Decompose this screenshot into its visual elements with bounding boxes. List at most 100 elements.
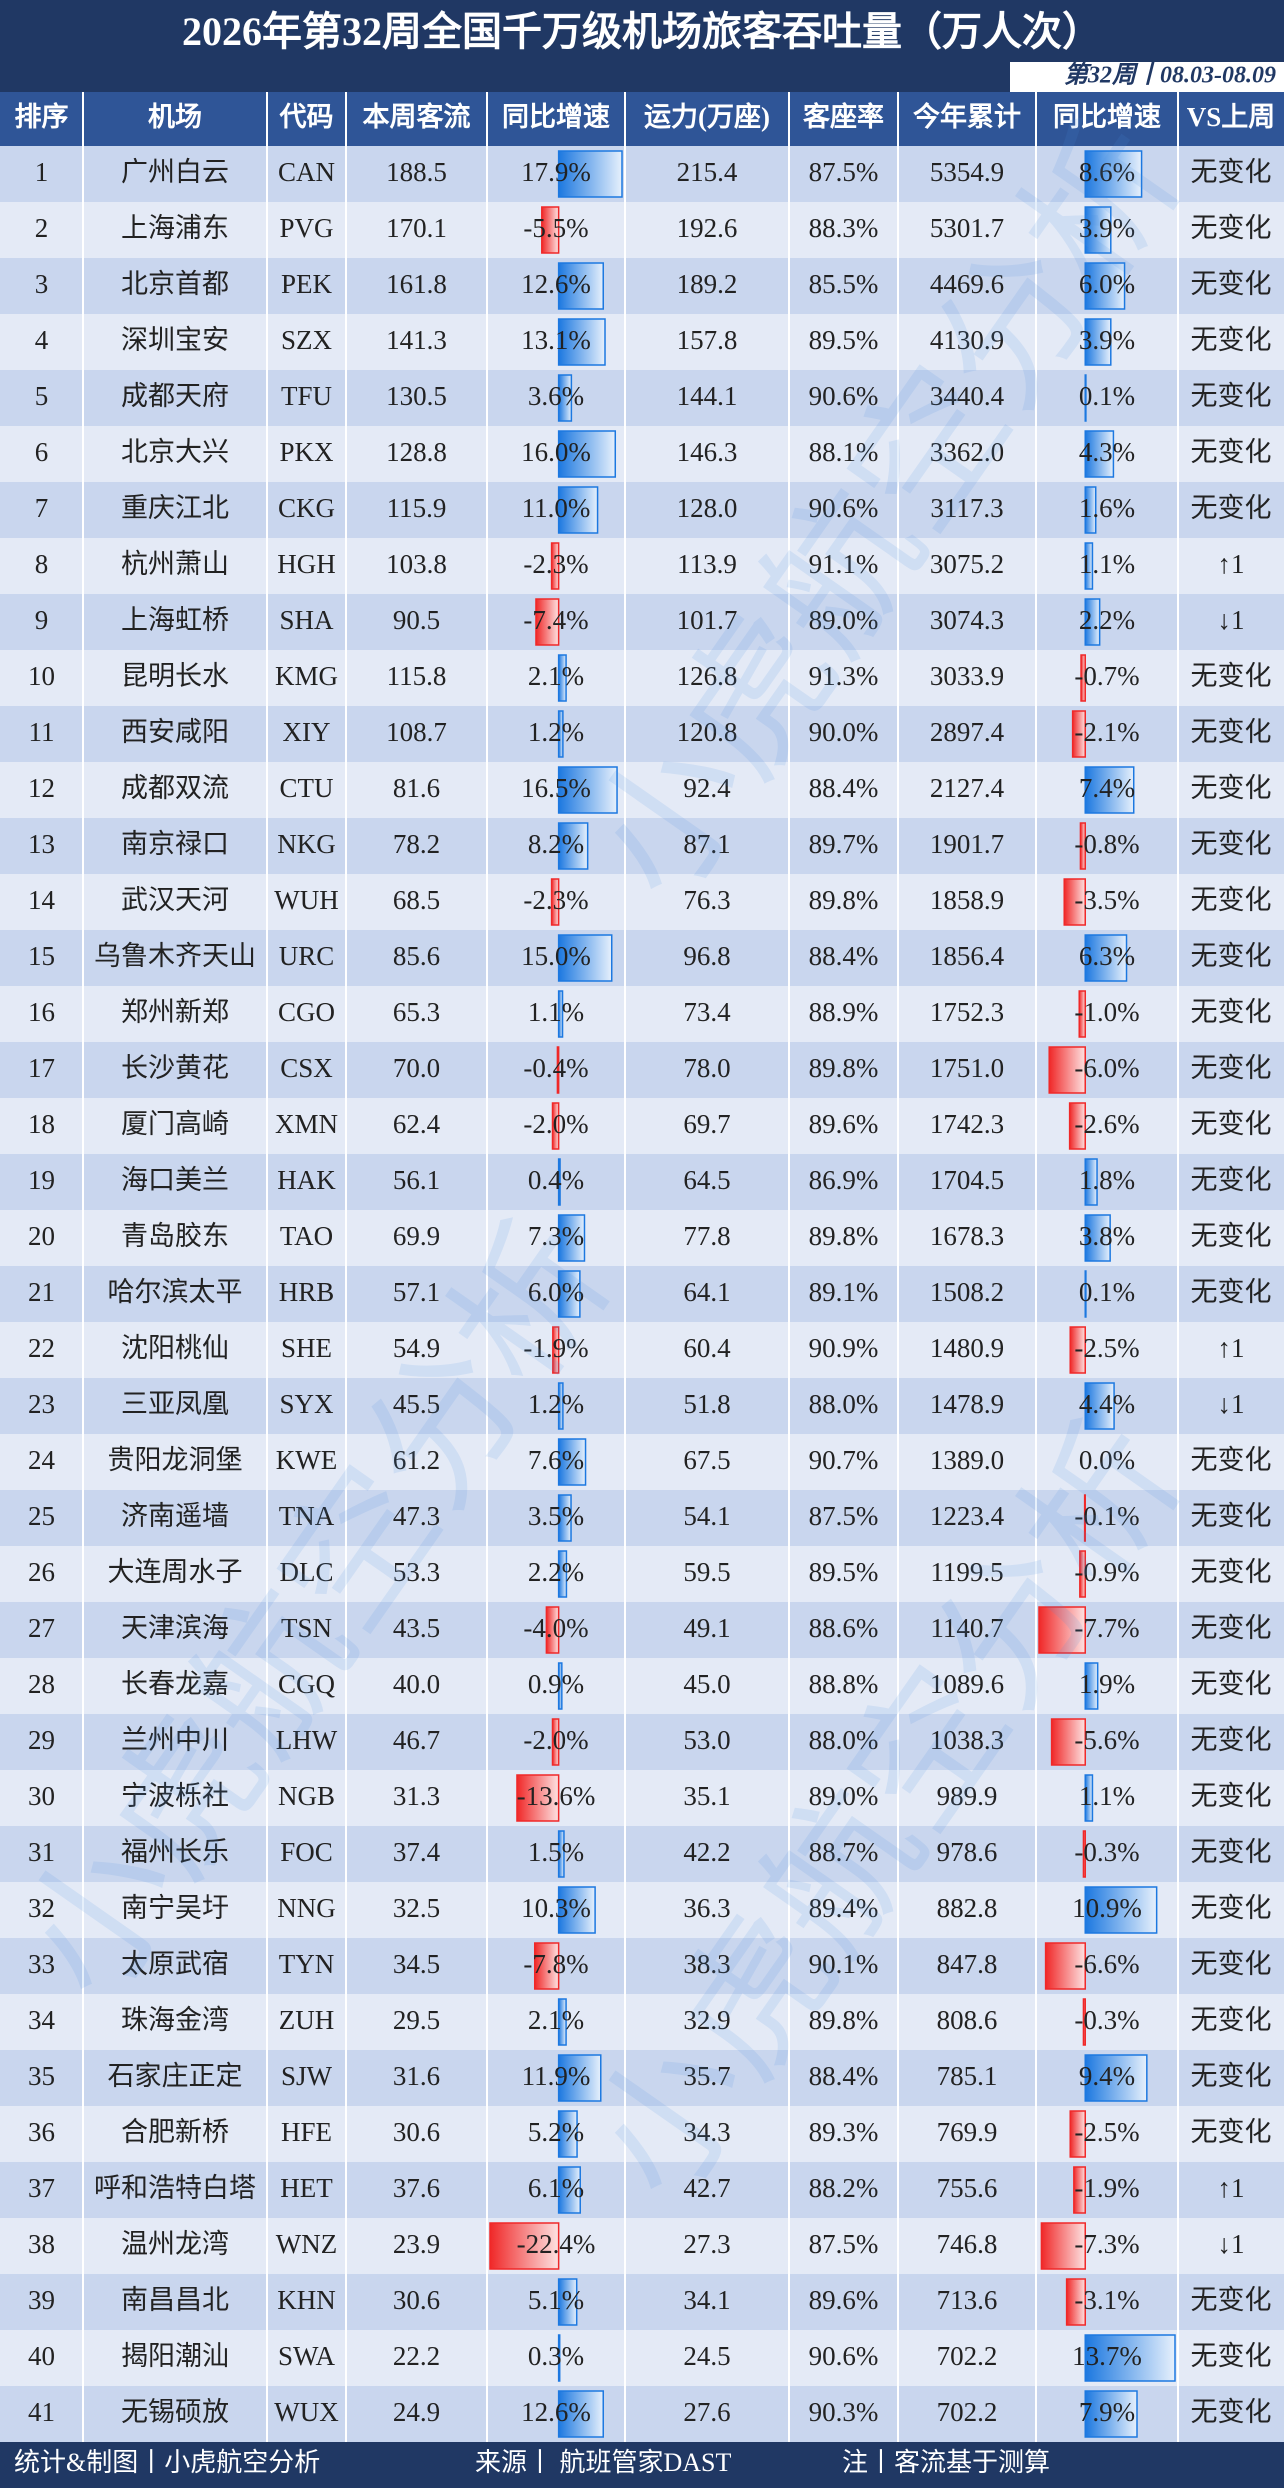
data-bar bbox=[1084, 374, 1087, 422]
data-bar bbox=[1084, 262, 1126, 310]
cell: 无锡硕放 bbox=[121, 2397, 229, 2427]
cell: 88.8% bbox=[809, 1669, 879, 1699]
cell: 12 bbox=[28, 773, 55, 803]
cell: 3.5% bbox=[528, 1501, 584, 1531]
cell: 上海虹桥 bbox=[121, 605, 229, 635]
cell: WUX bbox=[274, 2397, 339, 2427]
cell: LHW bbox=[276, 1725, 338, 1755]
cell: 1389.0 bbox=[930, 1445, 1004, 1475]
cell: 7.4% bbox=[1079, 773, 1135, 803]
data-bar bbox=[1084, 206, 1112, 254]
cell: 59.5 bbox=[683, 1557, 730, 1587]
footer-band bbox=[0, 2442, 1284, 2488]
cell: 长沙黄花 bbox=[121, 1053, 229, 1083]
data-bar bbox=[1084, 430, 1115, 478]
row-background bbox=[0, 1994, 1284, 2050]
cell: TNA bbox=[279, 1501, 335, 1531]
cell: 杭州萧山 bbox=[121, 549, 229, 579]
cell: 46.7 bbox=[393, 1725, 440, 1755]
row-background bbox=[0, 1154, 1284, 1210]
cell: 3117.3 bbox=[930, 493, 1003, 523]
cell: 1.6% bbox=[1079, 493, 1135, 523]
cell: 51.8 bbox=[683, 1389, 730, 1419]
data-bar bbox=[1084, 150, 1143, 198]
data-bar bbox=[557, 2110, 578, 2158]
cell: 88.4% bbox=[809, 773, 879, 803]
cell: 40.0 bbox=[393, 1669, 440, 1699]
cell: -2.3% bbox=[523, 549, 588, 579]
data-bar bbox=[1069, 2110, 1086, 2158]
data-bar bbox=[1073, 2166, 1086, 2214]
cell: 90.6% bbox=[809, 493, 879, 523]
cell: 90.0% bbox=[809, 717, 879, 747]
cell: -2.1% bbox=[1074, 717, 1139, 747]
cell: 7 bbox=[35, 493, 49, 523]
cell: 39 bbox=[28, 2285, 55, 2315]
cell: 沈阳桃仙 bbox=[121, 1333, 229, 1363]
data-bar bbox=[1084, 766, 1135, 814]
cell: 7.6% bbox=[528, 1445, 584, 1475]
cell: 2.2% bbox=[1079, 605, 1135, 635]
cell: HET bbox=[280, 2173, 333, 2203]
cell: 1751.0 bbox=[930, 1053, 1004, 1083]
cell: 16.5% bbox=[521, 773, 591, 803]
cell: 5.2% bbox=[528, 2117, 584, 2147]
cell: NGB bbox=[278, 1781, 335, 1811]
cell: 90.5 bbox=[393, 605, 440, 635]
cell: CAN bbox=[278, 157, 335, 187]
cell: 47.3 bbox=[393, 1501, 440, 1531]
data-bar bbox=[1084, 934, 1128, 982]
data-bar bbox=[557, 2334, 561, 2382]
data-bar bbox=[1084, 1270, 1087, 1318]
row-background bbox=[0, 762, 1284, 818]
cell: ↑1 bbox=[1218, 549, 1245, 579]
cell: 113.9 bbox=[677, 549, 737, 579]
cell: 1.2% bbox=[528, 1389, 584, 1419]
cell: 0.1% bbox=[1079, 381, 1135, 411]
cell: 无变化 bbox=[1191, 157, 1272, 187]
cell: 4.4% bbox=[1079, 1389, 1135, 1419]
cell: 南昌昌北 bbox=[121, 2285, 229, 2315]
cell: 103.8 bbox=[386, 549, 447, 579]
cell: 77.8 bbox=[683, 1221, 730, 1251]
row-background bbox=[0, 1826, 1284, 1882]
cell: PEK bbox=[281, 269, 333, 299]
cell: 128.0 bbox=[677, 493, 738, 523]
cell: 40 bbox=[28, 2341, 55, 2371]
cell: 1223.4 bbox=[930, 1501, 1005, 1531]
row-background bbox=[0, 986, 1284, 1042]
cell: 37.4 bbox=[393, 1837, 441, 1867]
cell: ↑1 bbox=[1218, 2173, 1245, 2203]
cell: 30.6 bbox=[393, 2117, 440, 2147]
cell: 无变化 bbox=[1191, 2341, 1272, 2371]
data-bar bbox=[545, 1606, 560, 1654]
cell: 29 bbox=[28, 1725, 55, 1755]
cell: 713.6 bbox=[937, 2285, 998, 2315]
cell: 合肥新桥 bbox=[121, 2117, 229, 2147]
cell: 无变化 bbox=[1191, 1445, 1272, 1475]
cell: 6 bbox=[35, 437, 49, 467]
cell: 23.9 bbox=[393, 2229, 440, 2259]
cell: 89.8% bbox=[809, 885, 879, 915]
cell: 无变化 bbox=[1191, 885, 1272, 915]
cell: HFE bbox=[281, 2117, 332, 2147]
cell: 9 bbox=[35, 605, 49, 635]
cell: 20 bbox=[28, 1221, 55, 1251]
cell: -7.7% bbox=[1074, 1613, 1139, 1643]
cell: 5 bbox=[35, 381, 49, 411]
cell: 22.2 bbox=[393, 2341, 440, 2371]
row-background bbox=[0, 2162, 1284, 2218]
cell: 无变化 bbox=[1191, 269, 1272, 299]
cell: 无变化 bbox=[1191, 1669, 1272, 1699]
cell: 无变化 bbox=[1191, 2061, 1272, 2091]
data-bar bbox=[1084, 598, 1101, 646]
cell: 35 bbox=[28, 2061, 55, 2091]
cell: 89.8% bbox=[809, 1221, 879, 1251]
cell: 1678.3 bbox=[930, 1221, 1004, 1251]
cell: 1 bbox=[35, 157, 49, 187]
cell: ↓1 bbox=[1218, 605, 1245, 635]
cell: 3 bbox=[35, 269, 49, 299]
header-cell: 同比增速 bbox=[502, 101, 610, 132]
cell: 15 bbox=[28, 941, 55, 971]
cell: 90.6% bbox=[809, 2341, 879, 2371]
